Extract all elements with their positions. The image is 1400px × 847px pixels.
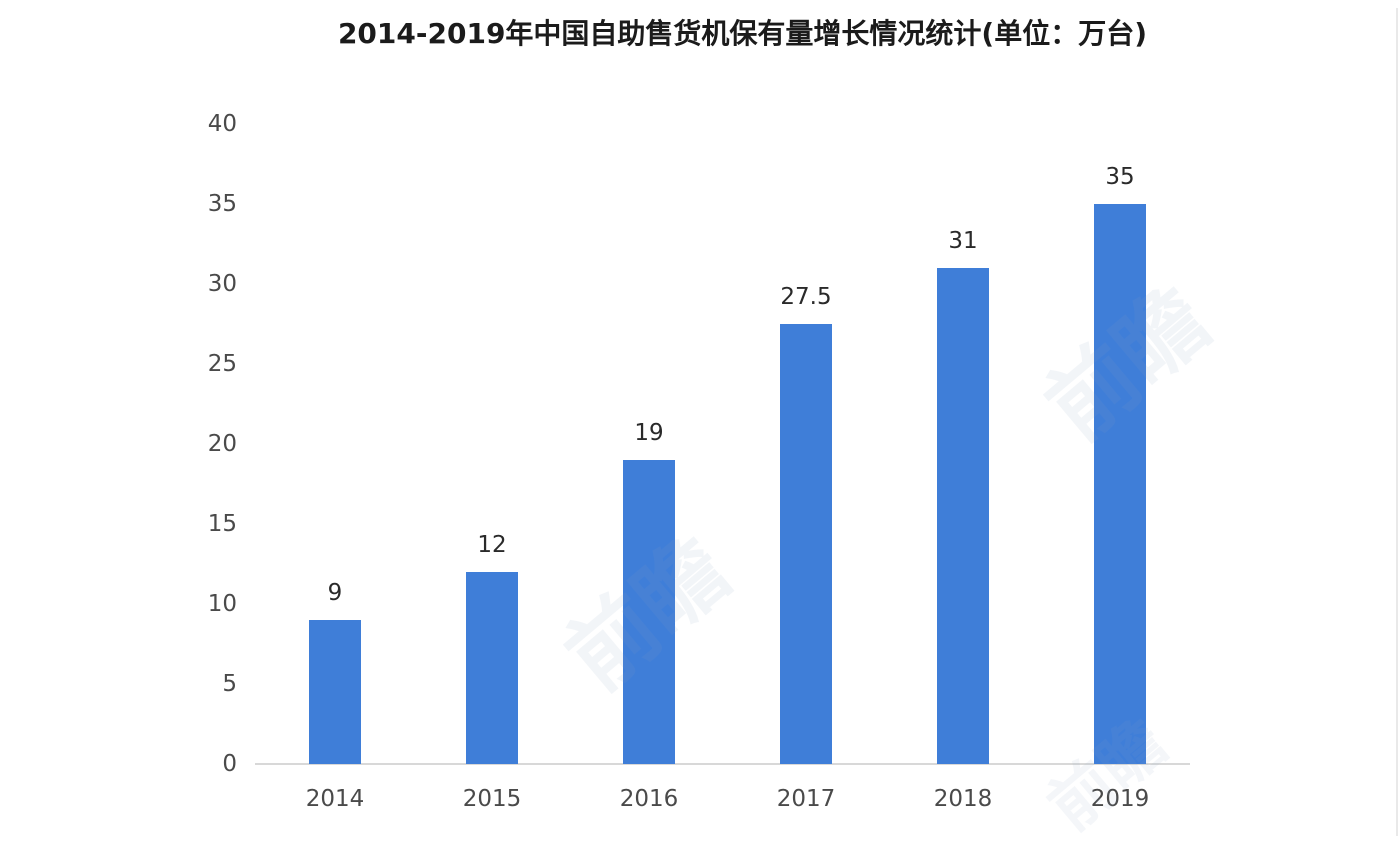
bar-2018 [937, 268, 989, 764]
x-tick-label-2017: 2017 [776, 786, 836, 812]
x-tick-label-2016: 2016 [619, 786, 679, 812]
y-tick-label-5: 5 [222, 671, 237, 697]
bar-value-label-2018: 31 [948, 228, 978, 254]
bar-value-label-2015: 12 [477, 532, 507, 558]
x-tick-label-2014: 2014 [305, 786, 365, 812]
bar-2014 [309, 620, 361, 764]
bar-2015 [466, 572, 518, 764]
y-tick-label-20: 20 [207, 431, 237, 457]
y-tick-label-10: 10 [207, 591, 237, 617]
x-axis-line [255, 763, 1190, 765]
chart-title: 2014-2019年中国自助售货机保有量增长情况统计(单位：万台) [337, 17, 1148, 50]
y-tick-label-40: 40 [207, 111, 237, 137]
y-tick-label-25: 25 [207, 351, 237, 377]
y-tick-label-30: 30 [207, 271, 237, 297]
x-tick-label-2018: 2018 [933, 786, 993, 812]
y-tick-label-0: 0 [222, 751, 237, 777]
bar-value-label-2016: 19 [634, 420, 664, 446]
x-tick-label-2019: 2019 [1090, 786, 1150, 812]
bar-value-label-2017: 27.5 [780, 284, 832, 310]
screenshot-edge-line [1396, 8, 1398, 836]
x-tick-label-2015: 2015 [462, 786, 522, 812]
y-tick-label-35: 35 [207, 191, 237, 217]
bar-value-label-2014: 9 [327, 580, 343, 606]
bar-2017 [780, 324, 832, 764]
y-tick-label-15: 15 [207, 511, 237, 537]
bar-2016 [623, 460, 675, 764]
bar-2019 [1094, 204, 1146, 764]
bar-value-label-2019: 35 [1105, 164, 1135, 190]
